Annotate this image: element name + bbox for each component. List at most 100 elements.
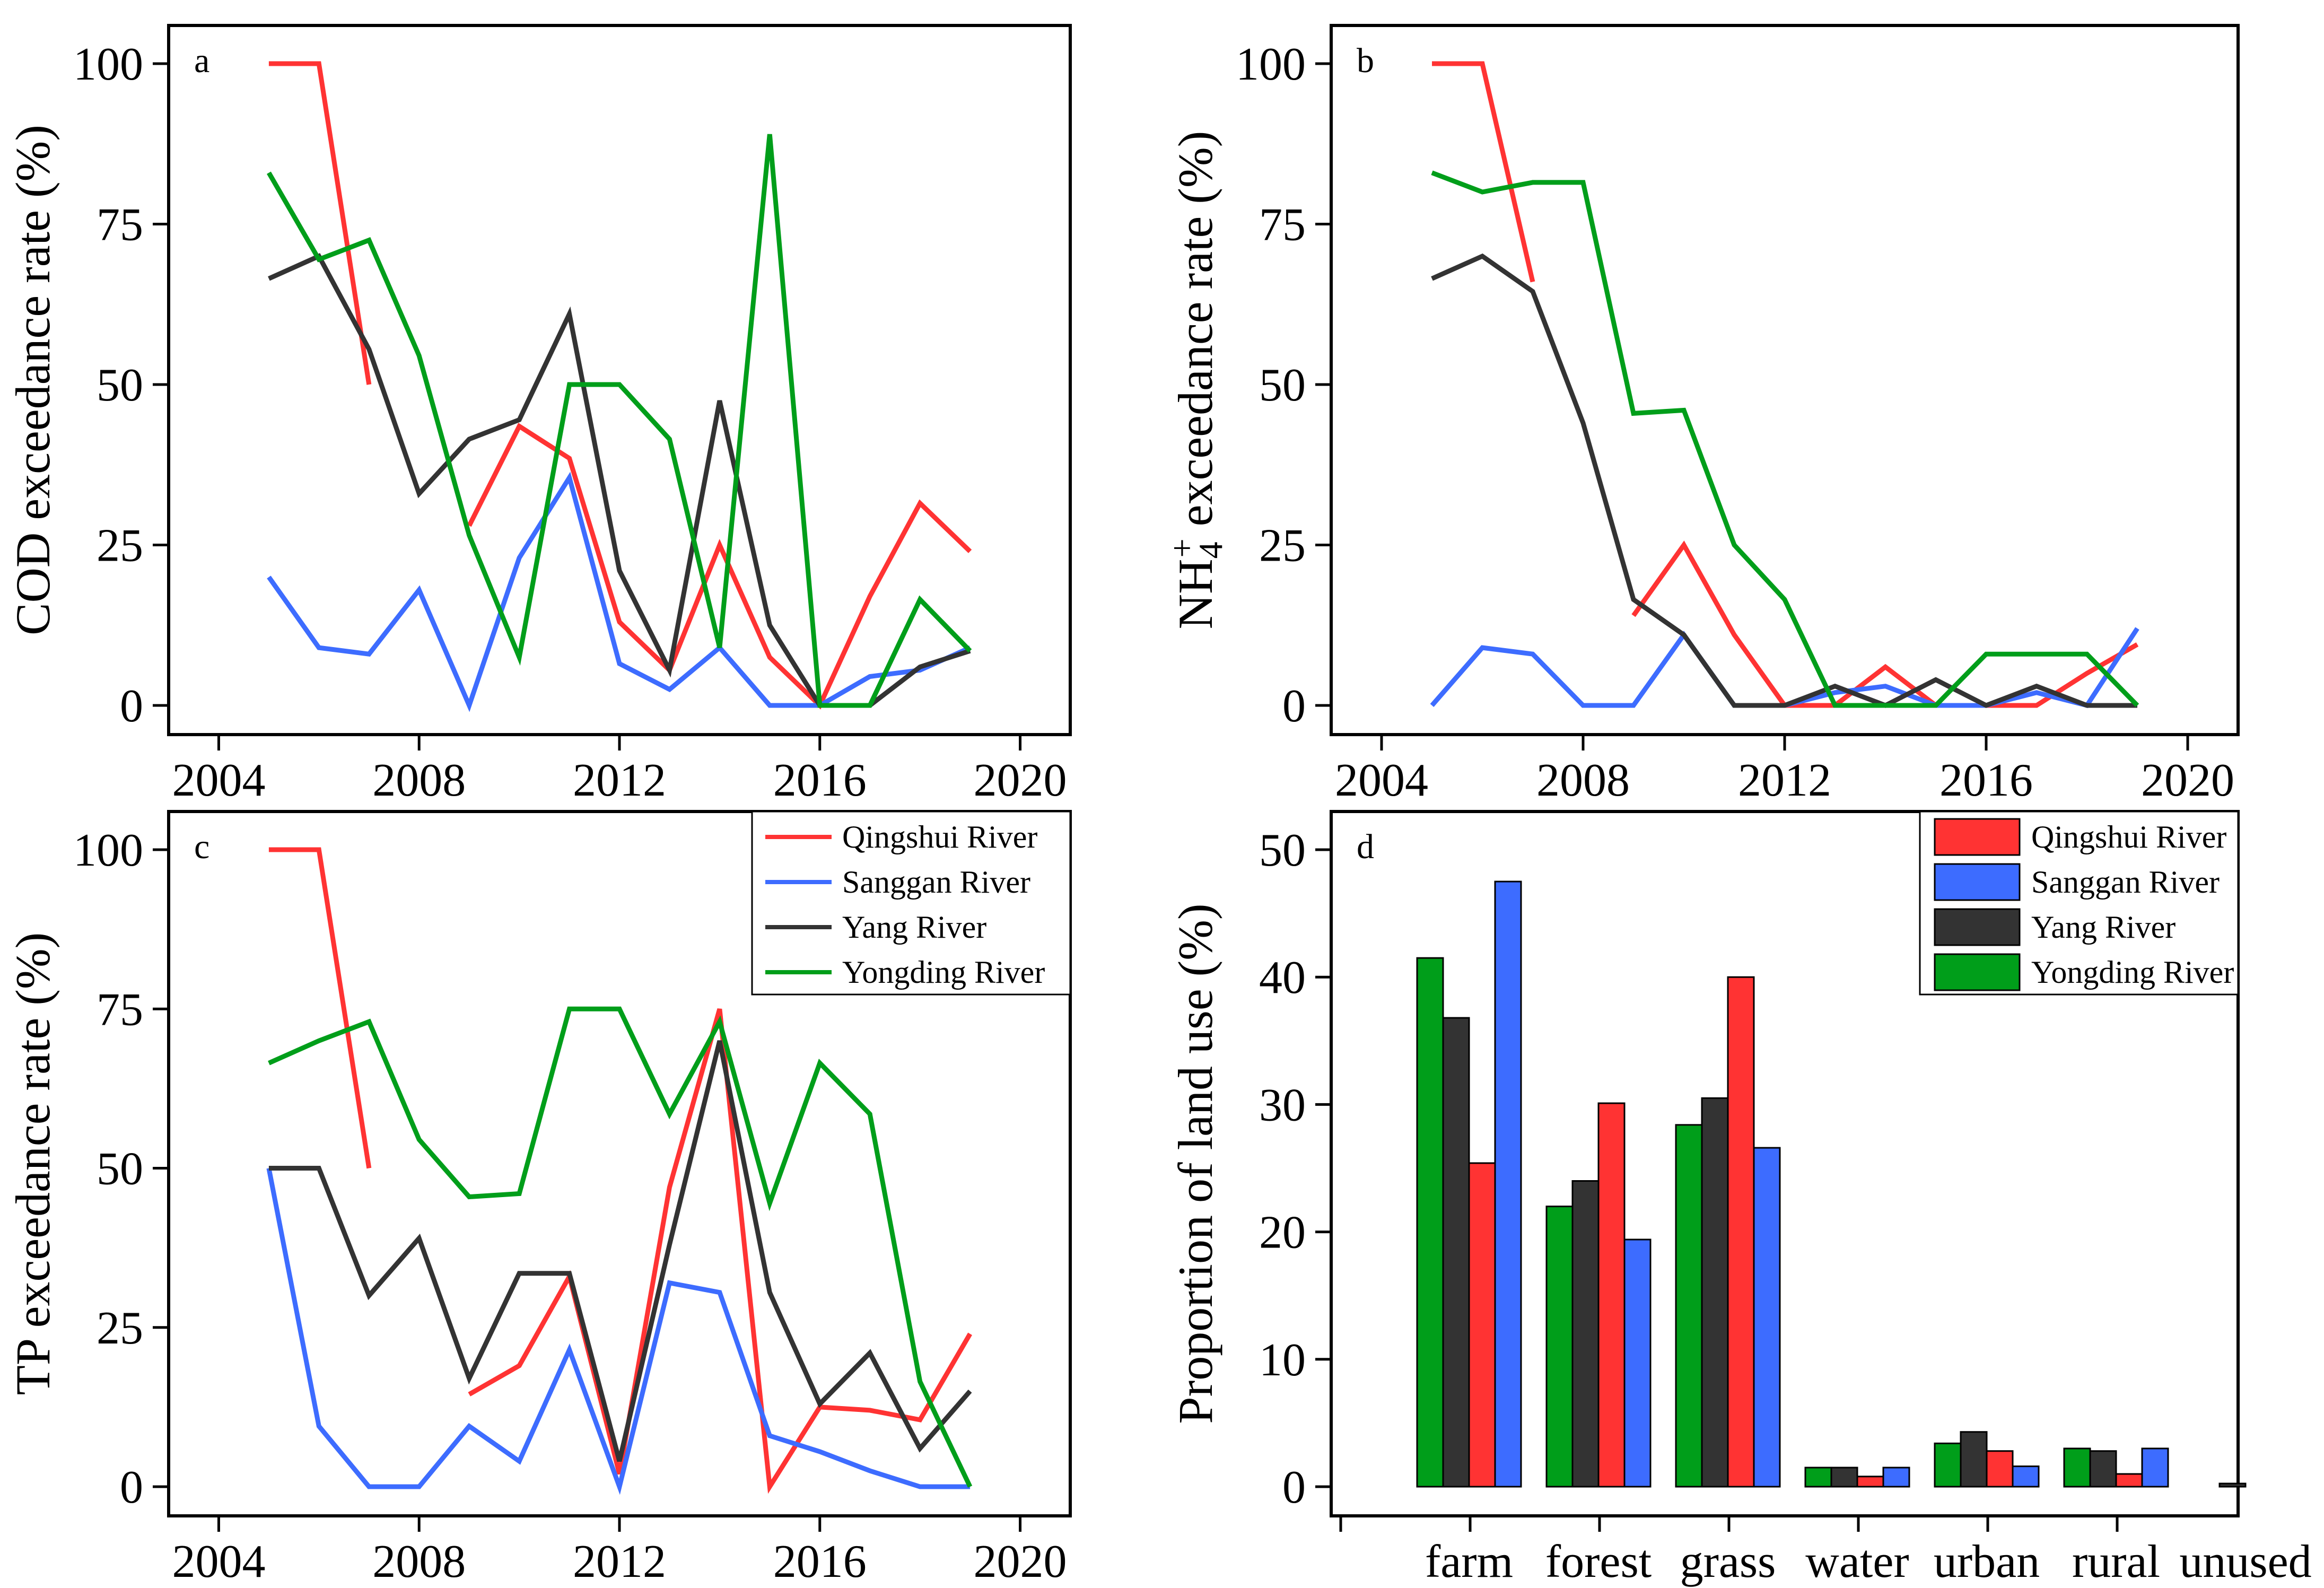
y-axis-title: Proportion of land use (%) xyxy=(1168,903,1222,1424)
bar-sanggan-forest xyxy=(1623,1238,1652,1488)
bar-yang-forest xyxy=(1571,1180,1600,1488)
y-tick-label: 40 xyxy=(1259,952,1306,1004)
bar-qingshui-forest xyxy=(1597,1102,1626,1488)
bar-sanggan-rural xyxy=(2141,1447,2169,1488)
x-tick-label: 2012 xyxy=(1738,755,1831,806)
y-tick-label: 75 xyxy=(97,984,143,1035)
y-tick-label: 0 xyxy=(120,1462,143,1513)
y-tick-label: 100 xyxy=(73,39,143,90)
series-line-yang xyxy=(268,1040,972,1462)
y-tick-label: 25 xyxy=(1259,520,1306,572)
series-line-sanggan xyxy=(266,1167,971,1495)
x-tick-label: 2008 xyxy=(1536,755,1630,806)
bar-qingshui-rural xyxy=(2115,1473,2143,1488)
y-tick-label: 30 xyxy=(1259,1079,1306,1131)
bar-qingshui-urban xyxy=(1986,1450,2014,1488)
x-category-label: farm xyxy=(1425,1536,1513,1587)
bar-yang-unused xyxy=(2218,1482,2247,1488)
y-axis-title-part: exceedance rate (%) xyxy=(1168,131,1222,539)
bar-yang-rural xyxy=(2089,1450,2117,1488)
bar-yongding-urban xyxy=(1934,1442,1962,1488)
series-line-qingshui xyxy=(1432,61,1535,283)
bar-sanggan-water xyxy=(1882,1467,1910,1488)
bar-sanggan-grass xyxy=(1753,1147,1781,1488)
bar-yongding-grass xyxy=(1675,1124,1703,1488)
y-axis-title-part: + xyxy=(1163,538,1201,557)
series-line-yongding xyxy=(1431,170,2139,708)
series-line-qingshui xyxy=(268,61,372,385)
y-tick-label: 25 xyxy=(97,520,143,572)
x-tick-label: 2016 xyxy=(773,755,867,806)
y-axis-title-part: NH xyxy=(1168,559,1222,629)
y-axis-title: NH4+ exceedance rate (%) xyxy=(1163,131,1229,630)
legend-box xyxy=(751,810,1071,996)
panel-letter: c xyxy=(194,827,209,866)
legend-label: Qingshui River xyxy=(2031,819,2226,854)
series-line-qingshui xyxy=(468,1008,972,1494)
y-tick-label: 75 xyxy=(1259,199,1306,251)
x-tick-label: 2020 xyxy=(974,755,1067,806)
bar-qingshui-farm xyxy=(1468,1162,1496,1488)
bar-yongding-farm xyxy=(1416,957,1444,1488)
y-tick-label: 20 xyxy=(1259,1207,1306,1259)
series-line-sanggan xyxy=(267,472,971,712)
panel-letter: a xyxy=(194,41,209,80)
series-line-yongding xyxy=(268,1006,973,1488)
panel-letter: b xyxy=(1357,41,1374,80)
x-category-label: rural xyxy=(2072,1536,2160,1587)
y-tick-label: 50 xyxy=(1259,825,1306,876)
bar-qingshui-water xyxy=(1856,1476,1884,1488)
x-tick-label: 2020 xyxy=(2141,755,2234,806)
y-tick-label: 50 xyxy=(1259,360,1306,411)
legend-label: Qingshui River xyxy=(842,819,1037,854)
x-category-label: unused xyxy=(2179,1536,2311,1587)
x-category-label: grass xyxy=(1680,1536,1776,1587)
y-tick-label: 25 xyxy=(97,1303,143,1354)
legend-label: Yongding River xyxy=(842,955,1045,990)
bar-sanggan-farm xyxy=(1494,880,1522,1488)
bar-yang-urban xyxy=(1960,1431,1988,1488)
legend-swatch-qingshui xyxy=(1934,818,2021,856)
legend-swatch-sanggan xyxy=(1934,863,2021,901)
x-tick-label: 2008 xyxy=(372,755,466,806)
series-line-qingshui xyxy=(268,847,372,1169)
legend-swatch-yongding xyxy=(1934,953,2021,991)
x-tick-label: 2008 xyxy=(372,1536,466,1587)
bar-yongding-water xyxy=(1804,1467,1832,1488)
bar-yongding-forest xyxy=(1545,1206,1574,1488)
y-tick-label: 100 xyxy=(1236,39,1306,90)
y-tick-label: 100 xyxy=(73,825,143,876)
bar-qingshui-grass xyxy=(1727,976,1755,1488)
panel-letter: d xyxy=(1357,827,1374,866)
y-tick-label: 75 xyxy=(97,199,143,251)
y-axis-title: COD exceedance rate (%) xyxy=(6,125,60,635)
y-axis-title: TP exceedance rate (%) xyxy=(6,932,60,1395)
y-axis-title-part: 4 xyxy=(1192,542,1229,559)
x-category-label: urban xyxy=(1934,1536,2040,1587)
legend-label: Yang River xyxy=(842,910,986,945)
x-tick-label: 2012 xyxy=(573,755,666,806)
x-tick-label: 2016 xyxy=(1939,755,2033,806)
x-tick-label: 2004 xyxy=(172,755,265,806)
legend-label: Yongding River xyxy=(2031,955,2234,990)
bar-yang-farm xyxy=(1442,1017,1470,1488)
legend-label: Yang River xyxy=(2031,910,2176,945)
panel-d: 0 10 20 30 40 50 farm forest grass water urban rura… xyxy=(1168,810,2312,1587)
series-line-yang xyxy=(1431,253,2137,708)
x-tick-label: 2016 xyxy=(773,1536,867,1587)
panel-b: 0 25 50 75 100 2004 2008 2012 2016 2020 b NH4+ exce… xyxy=(1163,24,2240,806)
y-tick-label: 0 xyxy=(1282,1462,1306,1513)
x-category-label: forest xyxy=(1545,1536,1652,1587)
x-category-label: water xyxy=(1805,1536,1909,1587)
x-tick-label: 2020 xyxy=(974,1536,1067,1587)
series-line-yongding xyxy=(267,134,972,708)
y-tick-label: 0 xyxy=(1282,680,1306,732)
y-tick-label: 50 xyxy=(97,360,143,411)
legend-label: Sanggan River xyxy=(842,865,1030,900)
plot-frame xyxy=(1330,810,2240,1517)
y-tick-label: 10 xyxy=(1259,1334,1306,1386)
panel-a: 0 25 50 75 100 2004 2008 2012 2016 2020 a COD excee… xyxy=(6,24,1072,806)
series-line-qingshui xyxy=(467,423,972,710)
bar-yang-water xyxy=(1830,1467,1858,1488)
